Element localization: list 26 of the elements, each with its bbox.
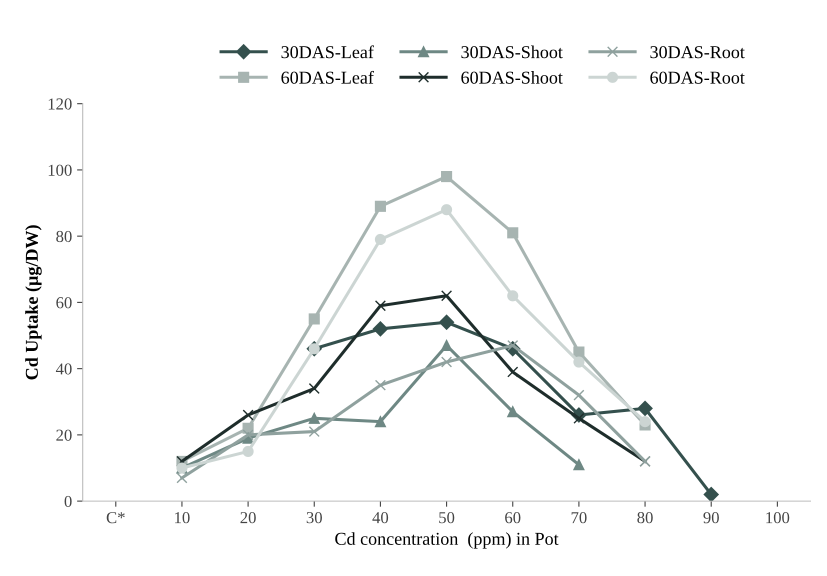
x-axis-title: Cd concentration (ppm) in Pot — [335, 532, 559, 549]
y-tick-label: 0 — [64, 496, 72, 508]
y-axis-title: Cd Uptake (µg/DW) — [25, 225, 42, 380]
legend-label: 30DAS-Shoot — [461, 46, 563, 58]
x-tick-label: 100 — [766, 512, 790, 524]
y-tick-label: 40 — [56, 363, 72, 375]
x-tick-label: 80 — [637, 512, 653, 524]
x-tick-label: C* — [106, 512, 125, 524]
y-tick-label: 60 — [56, 297, 72, 308]
x-tick-label: 10 — [175, 512, 190, 524]
legend-label: 30DAS-Leaf — [282, 45, 374, 58]
x-tick-label: 60 — [505, 512, 520, 524]
y-tick-label: 80 — [56, 230, 72, 242]
x-tick-label: 50 — [439, 512, 454, 524]
legend-label: 60DAS-Root — [650, 72, 745, 84]
x-tick-label: 20 — [240, 512, 256, 524]
legend-label: 60DAS-Shoot — [461, 71, 563, 84]
x-tick-label: 70 — [572, 512, 587, 524]
x-tick-label: 90 — [703, 512, 719, 524]
y-tick-label: 120 — [48, 98, 72, 110]
x-tick-label: 40 — [372, 512, 388, 524]
x-tick-label: 30 — [306, 512, 322, 524]
legend-label: 60DAS-Leaf — [281, 70, 374, 84]
y-tick-label: 20 — [56, 430, 72, 441]
y-tick-label: 100 — [48, 164, 72, 176]
legend-label: 30DAS-Root — [650, 46, 745, 58]
